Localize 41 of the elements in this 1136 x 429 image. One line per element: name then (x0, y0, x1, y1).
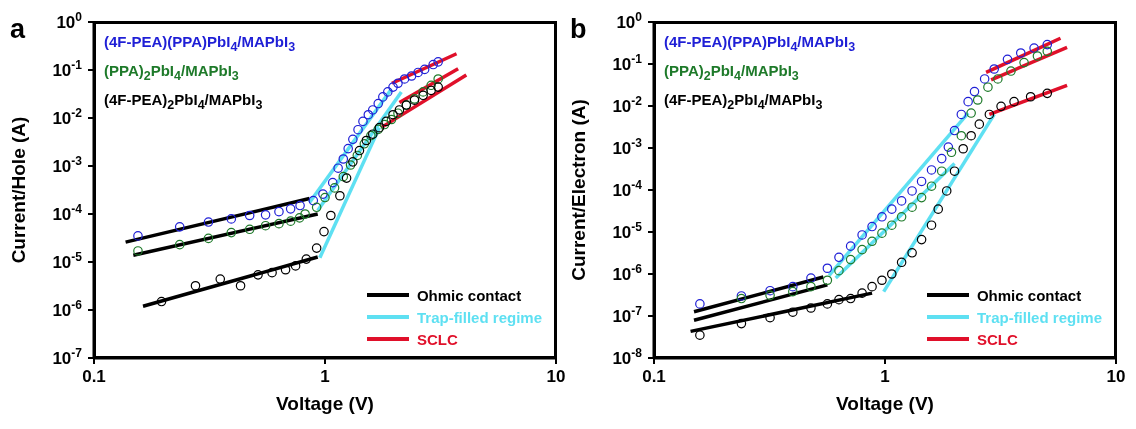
text: (4F-PEA)(PPA)PbI$_{4}$/MAPbI$_{3}$ (664, 32, 856, 56)
y-tick-label: 10$^{-5}$ (52, 250, 83, 272)
legend-label: Trap-filled regime (976, 308, 1102, 326)
x-axis-title: Voltage (V) (276, 393, 374, 414)
text: (PPA)$_{2}$PbI$_{4}$/MAPbI$_{3}$ (104, 61, 240, 85)
text: (4F-PEA)$_{2}$PbI$_{4}$/MAPbI$_{3}$ (104, 90, 264, 114)
legend-label: SCLC (416, 330, 458, 348)
x-tick-label: 0.1 (82, 367, 106, 386)
text: (PPA)$_{2}$PbI$_{4}$/MAPbI$_{3}$ (664, 61, 800, 85)
y-axis-title: Current/Electron (A) (567, 99, 589, 281)
x-tick-label: 1 (320, 367, 330, 386)
y-tick-label: 10$^{-4}$ (612, 178, 643, 200)
y-axis-title: Current/Hole (A) (7, 116, 29, 264)
legend-label: Trap-filled regime (416, 308, 542, 326)
y-tick-label: 10$^{-3}$ (52, 154, 83, 176)
text: (4F-PEA)$_{2}$PbI$_{4}$/MAPbI$_{3}$ (664, 90, 824, 114)
y-tick-label: 10$^{0}$ (616, 10, 643, 32)
legend-label: Ohmic contact (976, 286, 1082, 304)
x-tick-label: 10 (546, 367, 566, 386)
y-tick-label: 10$^{-8}$ (612, 346, 643, 368)
y-tick-label: 10$^{-2}$ (612, 94, 643, 116)
x-tick-label: 1 (880, 367, 890, 386)
chart-title: a (10, 14, 26, 45)
y-tick-label: 10$^{-1}$ (612, 52, 643, 74)
x-axis-title: Voltage (V) (836, 393, 934, 414)
y-tick-label: 10$^{-7}$ (52, 346, 83, 368)
legend-label: SCLC (976, 330, 1018, 348)
x-tick-label: 0.1 (642, 367, 666, 386)
y-tick-label: 10$^{-7}$ (612, 304, 643, 326)
y-tick-label: 10$^{-6}$ (612, 262, 643, 284)
y-tick-label: 10$^{0}$ (56, 10, 83, 32)
y-tick-label: 10$^{-4}$ (52, 202, 83, 224)
y-tick-label: 10$^{-2}$ (52, 106, 83, 128)
y-tick-label: 10$^{-1}$ (52, 58, 83, 80)
y-tick-label: 10$^{-3}$ (612, 136, 643, 158)
y-tick-label: 10$^{-6}$ (52, 298, 83, 320)
legend-label: Ohmic contact (416, 286, 522, 304)
y-tick-label: 10$^{-5}$ (612, 220, 643, 242)
chart-title: b (570, 14, 587, 45)
x-tick-label: 10 (1106, 367, 1126, 386)
text: (4F-PEA)(PPA)PbI$_{4}$/MAPbI$_{3}$ (104, 32, 296, 56)
